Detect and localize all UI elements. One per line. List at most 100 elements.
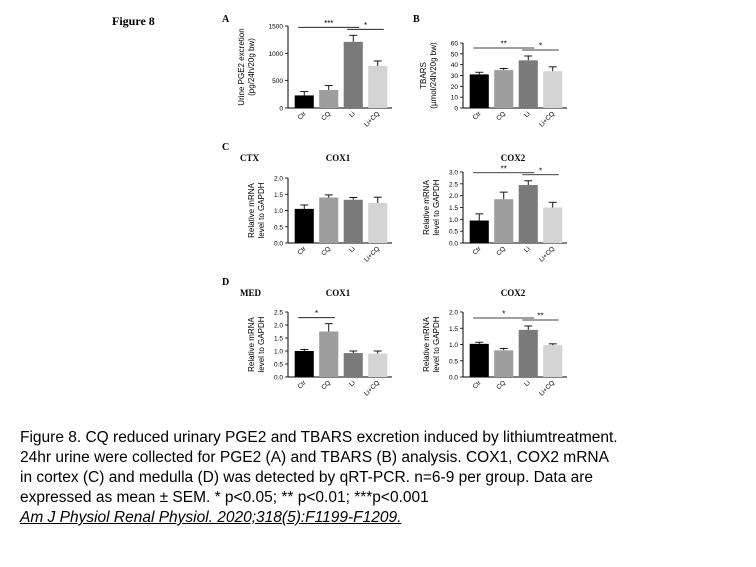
bar bbox=[294, 208, 314, 243]
chart-d1: 0.0 0.5 1.0 1.5 2.0 2.5 Relative mRNA level to … bbox=[247, 288, 392, 398]
bar bbox=[543, 207, 563, 243]
y-tick-label: 50 bbox=[451, 51, 459, 58]
category-label: Li bbox=[523, 245, 532, 254]
category-label: Li+CQ bbox=[363, 379, 381, 397]
bar bbox=[368, 203, 388, 243]
y-axis-label: level to GAPDH bbox=[432, 179, 441, 235]
category-label: CQ bbox=[320, 110, 332, 122]
panel-label-a: A bbox=[222, 14, 230, 25]
caption-line: 24hr urine were collected for PGE2 (A) a… bbox=[20, 449, 609, 466]
category-label: Li+CQ bbox=[363, 110, 381, 128]
significance-label: * bbox=[315, 309, 318, 318]
y-axis-label: Relative mRNA bbox=[247, 183, 256, 238]
y-tick-label: 0.0 bbox=[274, 241, 283, 248]
category-label: CQ bbox=[320, 379, 332, 391]
significance-label: *** bbox=[324, 19, 333, 28]
category-label: Li+CQ bbox=[363, 245, 381, 263]
y-axis-label: Urine PGE2 excretion bbox=[237, 28, 246, 105]
bar bbox=[494, 350, 514, 377]
category-label: Li bbox=[523, 110, 532, 119]
bar bbox=[368, 353, 388, 377]
bar bbox=[518, 185, 538, 243]
category-label: Ctr bbox=[472, 379, 484, 391]
citation-link[interactable]: Am J Physiol Renal Physiol. 2020;318(5):… bbox=[20, 509, 402, 526]
chart-title: COX1 bbox=[326, 288, 351, 298]
y-axis-label: Relative mRNA bbox=[422, 317, 431, 372]
y-tick-label: 2.0 bbox=[274, 176, 283, 183]
row-label-ctx: CTX bbox=[240, 153, 260, 163]
panel-label-d: D bbox=[222, 277, 229, 288]
y-tick-label: 0 bbox=[279, 106, 283, 113]
y-axis-label: level to GAPDH bbox=[432, 316, 441, 372]
chart-b: 0 10 20 30 40 50 60 TBARS (µmol/24h/20g bw) Ctr CQ… bbox=[419, 40, 567, 129]
bar bbox=[469, 220, 489, 243]
y-tick-label: 0.0 bbox=[274, 375, 283, 382]
y-axis-label: level to GAPDH bbox=[257, 316, 266, 372]
bar bbox=[518, 329, 538, 377]
y-tick-label: 10 bbox=[451, 95, 459, 102]
bar bbox=[543, 71, 563, 108]
bar bbox=[368, 65, 388, 108]
y-tick-label: 1500 bbox=[269, 24, 284, 31]
y-tick-label: 0.5 bbox=[274, 224, 283, 231]
category-label: Li bbox=[523, 379, 532, 388]
significance-label: ** bbox=[501, 164, 507, 173]
y-tick-label: 0.5 bbox=[449, 229, 458, 236]
y-tick-label: 40 bbox=[451, 62, 459, 69]
category-label: Ctr bbox=[472, 110, 484, 122]
figure-title: Figure 8 bbox=[112, 14, 155, 28]
chart-d2: 0.0 0.5 1.0 1.5 2.0 Relative mRNA level to GAP… bbox=[422, 288, 567, 398]
y-tick-label: 0.0 bbox=[449, 375, 458, 382]
bar bbox=[518, 60, 538, 108]
y-tick-label: 2.0 bbox=[449, 310, 458, 317]
y-tick-label: 0.5 bbox=[274, 362, 283, 369]
y-axis-label: TBARS bbox=[419, 62, 428, 89]
y-tick-label: 2.0 bbox=[449, 193, 458, 200]
category-label: CQ bbox=[495, 245, 507, 257]
chart-title: COX1 bbox=[326, 153, 351, 163]
bar bbox=[343, 353, 363, 377]
bar bbox=[469, 74, 489, 108]
y-axis-label: Relative mRNA bbox=[422, 180, 431, 235]
category-label: Li+CQ bbox=[538, 245, 556, 263]
y-tick-label: 2.5 bbox=[274, 310, 283, 317]
significance-label: * bbox=[539, 42, 542, 51]
y-tick-label: 60 bbox=[451, 41, 459, 48]
y-tick-label: 0 bbox=[454, 106, 458, 113]
y-tick-label: 2.5 bbox=[449, 181, 458, 188]
y-tick-label: 1.5 bbox=[274, 192, 283, 199]
bar bbox=[294, 351, 314, 377]
y-axis-label: level to GAPDH bbox=[257, 182, 266, 238]
y-tick-label: 1.5 bbox=[274, 336, 283, 343]
category-label: Ctr bbox=[472, 245, 484, 257]
bar bbox=[494, 70, 514, 108]
category-label: CQ bbox=[320, 245, 332, 257]
y-tick-label: 3.0 bbox=[449, 170, 458, 177]
chart-c2: 0.0 0.5 1.0 1.5 2.0 2.5 3.0 Relative mRNA level … bbox=[422, 153, 567, 264]
bar bbox=[319, 197, 339, 243]
category-label: CQ bbox=[495, 379, 507, 391]
y-axis-label: (µmol/24h/20g bw) bbox=[429, 42, 438, 109]
y-tick-label: 20 bbox=[451, 84, 459, 91]
chart-c1: 0.0 0.5 1.0 1.5 2.0 Relative mRNA level to GAP… bbox=[247, 153, 392, 264]
category-label: Ctr bbox=[297, 379, 309, 391]
chart-title: COX2 bbox=[501, 153, 526, 163]
row-label-med: MED bbox=[240, 288, 261, 298]
y-tick-label: 1.0 bbox=[274, 349, 283, 356]
category-label: Ctr bbox=[297, 245, 309, 257]
y-tick-label: 1000 bbox=[269, 51, 284, 58]
y-tick-label: 500 bbox=[272, 78, 283, 85]
y-tick-label: 1.5 bbox=[449, 326, 458, 333]
category-label: Li+CQ bbox=[538, 110, 556, 128]
figure-caption: Figure 8. CQ reduced urinary PGE2 and TB… bbox=[20, 428, 750, 528]
y-tick-label: 30 bbox=[451, 73, 459, 80]
y-axis-label: (pg/24h/20g bw) bbox=[247, 38, 256, 96]
bar bbox=[343, 199, 363, 243]
y-tick-label: 0.0 bbox=[449, 241, 458, 248]
panel-label-b: B bbox=[413, 14, 420, 25]
panel-label-c: C bbox=[222, 142, 229, 153]
bar bbox=[469, 343, 489, 377]
significance-label: * bbox=[502, 309, 505, 318]
